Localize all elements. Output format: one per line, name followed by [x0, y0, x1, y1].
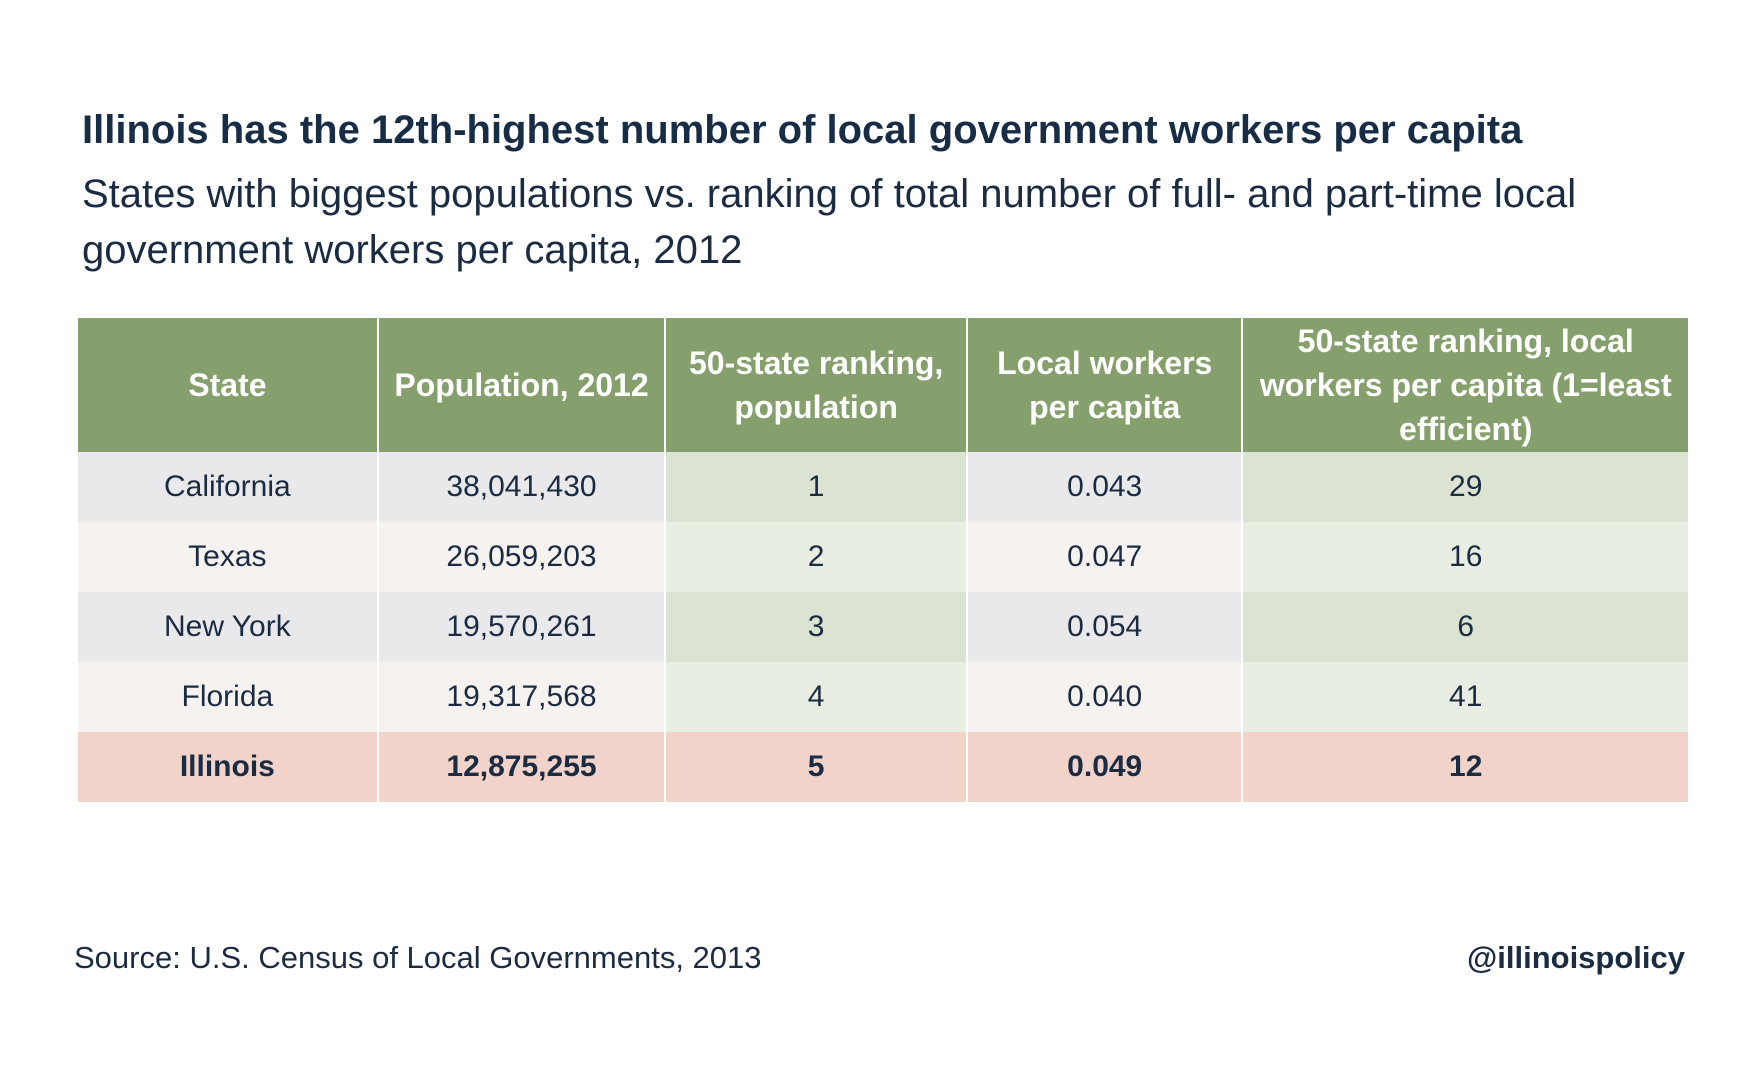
table-cell: 3 — [665, 592, 969, 662]
table-row: Texas 26,059,203 2 0.047 16 — [78, 522, 1688, 592]
table-cell: 19,570,261 — [377, 592, 667, 662]
table-cell: Illinois — [78, 732, 379, 802]
table-cell: 4 — [665, 662, 969, 732]
table-cell: New York — [78, 592, 379, 662]
chart-title: Illinois has the 12th-highest number of … — [82, 108, 1523, 152]
table-cell: 0.047 — [967, 522, 1244, 592]
chart-subtitle: States with biggest populations vs. rank… — [82, 172, 1577, 272]
table-cell: 0.043 — [967, 452, 1244, 522]
table-header-row: State Population, 2012 50-state ranking,… — [78, 318, 1688, 452]
table-row: California 38,041,430 1 0.043 29 — [78, 452, 1688, 522]
table-cell: 19,317,568 — [377, 662, 667, 732]
table-cell: 0.049 — [967, 732, 1244, 802]
table-cell: 26,059,203 — [377, 522, 667, 592]
table-cell: 41 — [1242, 662, 1688, 732]
table-cell: 12,875,255 — [377, 732, 667, 802]
table-cell: 0.040 — [967, 662, 1244, 732]
data-table: State Population, 2012 50-state ranking,… — [78, 318, 1688, 802]
table-cell: Texas — [78, 522, 379, 592]
table-cell: Florida — [78, 662, 379, 732]
social-handle: @illinoispolicy — [1467, 940, 1685, 975]
table-cell: 12 — [1242, 732, 1688, 802]
table-cell: 29 — [1242, 452, 1688, 522]
table-cell: 0.054 — [967, 592, 1244, 662]
column-header: 50-state ranking, local workers per capi… — [1242, 318, 1688, 452]
table-cell: 38,041,430 — [377, 452, 667, 522]
table-cell: 16 — [1242, 522, 1688, 592]
column-header: State — [78, 318, 379, 452]
table-cell: 5 — [665, 732, 969, 802]
table-cell: 1 — [665, 452, 969, 522]
column-header: Local workers per capita — [967, 318, 1244, 452]
table-cell: California — [78, 452, 379, 522]
column-header: Population, 2012 — [377, 318, 667, 452]
column-header: 50-state ranking, population — [665, 318, 969, 452]
table-cell: 2 — [665, 522, 969, 592]
table-row: New York 19,570,261 3 0.054 6 — [78, 592, 1688, 662]
table-row-highlighted: Illinois 12,875,255 5 0.049 12 — [78, 732, 1688, 802]
table-cell: 6 — [1242, 592, 1688, 662]
table-row: Florida 19,317,568 4 0.040 41 — [78, 662, 1688, 732]
source-note: Source: U.S. Census of Local Governments… — [74, 940, 762, 975]
